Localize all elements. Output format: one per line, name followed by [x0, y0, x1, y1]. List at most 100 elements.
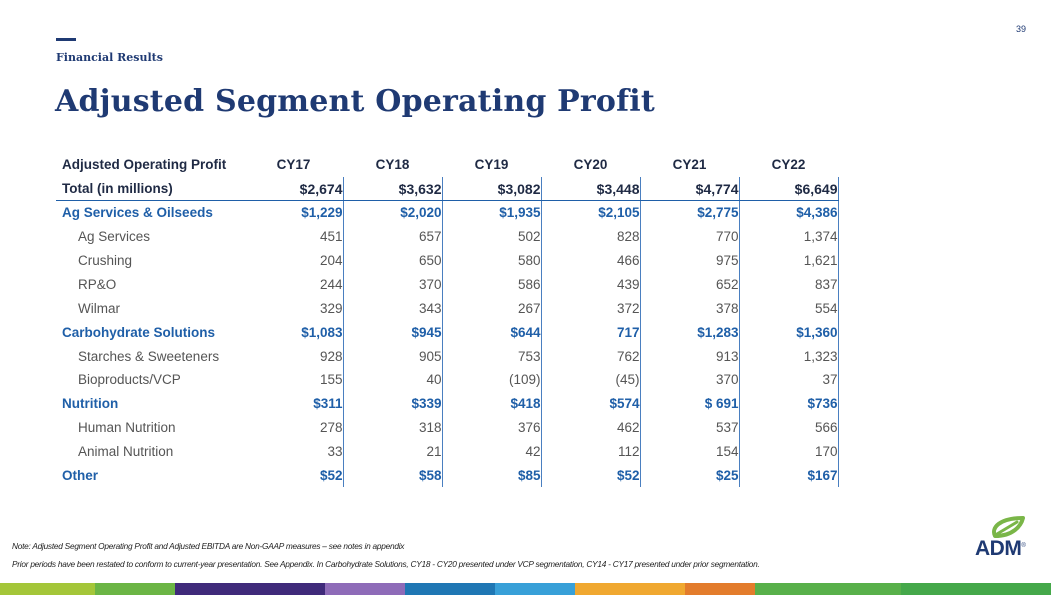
cell-cy18: 657: [343, 224, 443, 249]
cell-cy18: 21: [343, 439, 443, 464]
cell-cy20: 372: [541, 296, 641, 321]
cell-cy22: 1,323: [739, 344, 839, 369]
cell-cy21: 370: [640, 368, 740, 392]
row-label: Other: [62, 468, 99, 484]
cell-cy17: $1,083: [244, 320, 344, 345]
cell-cy20: 112: [541, 439, 641, 464]
cell-cy21: $4,774: [640, 176, 740, 202]
footnote-non-gaap: Note: Adjusted Segment Operating Profit …: [12, 541, 405, 551]
cell-cy17: 244: [244, 272, 344, 297]
row-label: Starches & Sweeteners: [78, 348, 220, 364]
cell-cy21: $1,283: [640, 320, 740, 345]
cell-cy20: $2,105: [541, 200, 641, 225]
cell-cy19: 753: [442, 344, 542, 369]
footer-color-segment: [685, 583, 755, 595]
cell-cy18: 370: [343, 272, 443, 297]
cell-cy21: 154: [640, 439, 740, 464]
cell-cy21: 913: [640, 344, 740, 369]
row-label: Crushing: [78, 253, 133, 268]
cell-cy17: 451: [244, 224, 344, 249]
cell-cy21: 537: [640, 415, 740, 440]
cell-cy18: $3,632: [343, 176, 443, 202]
cell-cy20: $574: [541, 391, 641, 416]
row-label: Carbohydrate Solutions: [62, 324, 216, 340]
cell-cy18: 40: [343, 368, 443, 392]
cell-cy22: $167: [739, 463, 839, 488]
cell-cy22: 170: [739, 439, 839, 464]
table-row: RP&O 244 370 586 439 652 837: [56, 272, 839, 297]
row-label: Nutrition: [62, 396, 119, 412]
page-title: Adjusted Segment Operating Profit: [55, 84, 655, 119]
column-header-cy17: CY17: [276, 157, 311, 173]
column-header-cy20: CY20: [573, 157, 608, 173]
cell-cy17: 928: [244, 344, 344, 369]
cell-cy20: 462: [541, 415, 641, 440]
cell-cy19: $1,935: [442, 200, 542, 225]
table-row: Total (in millions) $2,674 $3,632 $3,082 $3,…: [56, 176, 839, 202]
table-header-label: Adjusted Operating Profit: [62, 157, 227, 173]
cell-cy18: 650: [343, 248, 443, 273]
adm-logo-text: ADM®: [975, 537, 1026, 560]
adm-logo: ADM®: [975, 516, 1035, 562]
segment-profit-table: Adjusted Operating Profit CY17 CY18 CY19 CY…: [56, 153, 839, 488]
cell-cy22: 1,374: [739, 224, 839, 249]
column-header-cy22: CY22: [771, 157, 806, 173]
cell-cy20: (45): [541, 368, 641, 392]
column-header-cy21: CY21: [672, 157, 707, 173]
table-row: Ag Services 451 657 502 828 770 1,374: [56, 224, 839, 249]
title-accent-dash: [56, 38, 76, 41]
cell-cy18: 343: [343, 296, 443, 321]
table-row: Starches & Sweeteners 928 905 753 762 913 1,32…: [56, 344, 839, 369]
cell-cy18: 905: [343, 344, 443, 369]
cell-cy21: 652: [640, 272, 740, 297]
cell-cy21: $25: [640, 463, 740, 488]
cell-cy20: $52: [541, 463, 641, 488]
cell-cy17: 155: [244, 368, 344, 392]
table-header-row: Adjusted Operating Profit CY17 CY18 CY19 CY…: [56, 153, 838, 177]
cell-cy18: 318: [343, 415, 443, 440]
cell-cy22: 554: [739, 296, 839, 321]
table-row: Carbohydrate Solutions $1,083 $945 $644 717 $…: [56, 320, 839, 345]
cell-cy22: $4,386: [739, 200, 839, 225]
table-row: Other $52 $58 $85 $52 $25 $167: [56, 463, 839, 488]
row-label: Bioproducts/VCP: [78, 372, 181, 388]
cell-cy20: 717: [541, 320, 641, 345]
cell-cy22: 566: [739, 415, 839, 440]
cell-cy21: 770: [640, 224, 740, 249]
cell-cy18: $58: [343, 463, 443, 488]
cell-cy21: $2,775: [640, 200, 740, 225]
cell-cy19: $418: [442, 391, 542, 416]
cell-cy17: 329: [244, 296, 344, 321]
cell-cy20: $3,448: [541, 176, 641, 202]
row-label: Wilmar: [78, 300, 120, 316]
footnote-restatement: Prior periods have been restated to conf…: [12, 559, 760, 569]
cell-cy17: $2,674: [244, 176, 344, 202]
row-label: Ag Services & Oilseeds: [62, 205, 213, 221]
cell-cy21: $ 691: [640, 391, 740, 416]
page-number: 39: [1015, 24, 1026, 34]
cell-cy17: 33: [244, 439, 344, 464]
cell-cy19: $644: [442, 320, 542, 345]
cell-cy22: 37: [739, 368, 839, 392]
section-label: Financial Results: [56, 51, 163, 64]
column-header-cy19: CY19: [474, 157, 509, 173]
footer-color-segment: [495, 583, 575, 595]
table-row: Bioproducts/VCP 155 40 (109) (45) 370 37: [56, 368, 839, 392]
table-row: Animal Nutrition 33 21 42 112 154 170: [56, 439, 839, 464]
cell-cy21: 378: [640, 296, 740, 321]
table-row: Nutrition $311 $339 $418 $574 $ 691 $736: [56, 391, 839, 416]
row-label: Ag Services: [78, 229, 151, 245]
cell-cy22: $1,360: [739, 320, 839, 345]
footer-color-segment: [575, 583, 685, 595]
cell-cy18: $945: [343, 320, 443, 345]
cell-cy17: 278: [244, 415, 344, 440]
cell-cy19: 42: [442, 439, 542, 464]
cell-cy19: 586: [442, 272, 542, 297]
table-row: Ag Services & Oilseeds $1,229 $2,020 $1,935…: [56, 200, 839, 225]
row-label: Human Nutrition: [78, 420, 176, 436]
footer-color-segment: [95, 583, 175, 595]
cell-cy20: 828: [541, 224, 641, 249]
footer-color-segment: [901, 583, 1051, 595]
row-label: Animal Nutrition: [78, 444, 174, 460]
cell-cy19: (109): [442, 368, 542, 392]
